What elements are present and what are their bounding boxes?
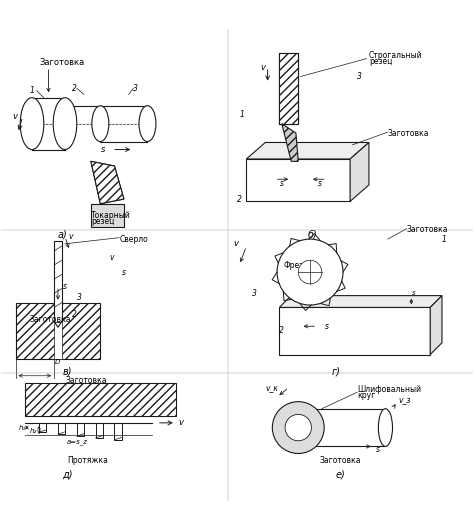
FancyBboxPatch shape: [16, 303, 100, 359]
Text: s: s: [280, 180, 284, 189]
Ellipse shape: [92, 105, 109, 142]
Text: s: s: [100, 145, 105, 154]
Text: Шлифовальный: Шлифовальный: [357, 385, 421, 394]
FancyBboxPatch shape: [279, 307, 430, 355]
Text: е): е): [336, 470, 346, 480]
Text: 3: 3: [357, 72, 362, 81]
Text: s: s: [122, 268, 126, 277]
Ellipse shape: [53, 98, 77, 149]
Text: 2: 2: [72, 84, 77, 93]
Text: Сверло: Сверло: [119, 235, 148, 244]
Text: б): б): [308, 229, 317, 240]
Text: s: s: [325, 322, 328, 331]
Circle shape: [285, 414, 311, 441]
Ellipse shape: [378, 409, 392, 446]
Polygon shape: [91, 204, 124, 227]
Polygon shape: [115, 423, 121, 440]
Text: s: s: [318, 180, 321, 189]
Text: Заготовка: Заготовка: [39, 58, 84, 67]
FancyBboxPatch shape: [25, 383, 176, 416]
Text: Заготовка: Заготовка: [388, 129, 429, 138]
Text: Заготовка: Заготовка: [407, 225, 448, 234]
Polygon shape: [54, 322, 62, 359]
Text: 3: 3: [252, 289, 257, 298]
Polygon shape: [91, 161, 124, 204]
Polygon shape: [96, 423, 103, 438]
Text: v_з: v_з: [398, 395, 410, 404]
Text: v: v: [69, 232, 73, 241]
Text: а): а): [58, 229, 67, 240]
Text: 1: 1: [239, 110, 244, 119]
Text: s: s: [412, 290, 416, 296]
Circle shape: [273, 402, 324, 454]
Polygon shape: [54, 242, 62, 322]
FancyBboxPatch shape: [279, 53, 298, 123]
Polygon shape: [91, 161, 124, 204]
Text: 3: 3: [77, 294, 82, 303]
Text: Заготовка: Заготовка: [65, 376, 107, 385]
Text: Строгальный: Строгальный: [369, 51, 422, 60]
Text: резец: резец: [91, 217, 114, 226]
Text: 1: 1: [29, 86, 35, 95]
Ellipse shape: [289, 409, 303, 446]
Text: резец: резец: [369, 57, 392, 66]
Text: v: v: [110, 253, 114, 262]
Polygon shape: [39, 423, 46, 432]
Text: h₂: h₂: [30, 428, 37, 434]
Text: 2: 2: [72, 310, 77, 319]
Text: д): д): [62, 470, 73, 480]
Text: sо: sо: [280, 425, 287, 430]
Polygon shape: [279, 53, 298, 123]
Circle shape: [298, 260, 322, 284]
Text: s: s: [376, 445, 380, 454]
Polygon shape: [77, 423, 84, 436]
Text: г): г): [331, 366, 340, 376]
Text: v: v: [234, 239, 238, 248]
Polygon shape: [282, 123, 298, 161]
Text: h₁: h₁: [18, 425, 26, 430]
Text: Протяжка: Протяжка: [67, 456, 108, 465]
Polygon shape: [246, 143, 369, 159]
Polygon shape: [350, 143, 369, 201]
Text: 2: 2: [237, 195, 242, 204]
Ellipse shape: [20, 98, 44, 149]
Text: Заготовка: Заготовка: [30, 315, 71, 324]
Text: 2: 2: [279, 326, 284, 335]
Text: круг: круг: [357, 392, 375, 401]
Polygon shape: [430, 296, 442, 355]
Text: Фреза: Фреза: [283, 261, 309, 269]
Text: 3: 3: [133, 84, 138, 93]
Polygon shape: [58, 423, 65, 434]
Polygon shape: [279, 296, 442, 307]
Text: Токарный: Токарный: [91, 211, 131, 220]
Ellipse shape: [139, 105, 156, 142]
Text: v_к: v_к: [266, 383, 279, 392]
Text: s: s: [63, 282, 67, 290]
Text: Заготовка: Заготовка: [320, 456, 361, 465]
Circle shape: [277, 239, 343, 305]
Text: v: v: [260, 63, 265, 72]
Text: a=s_z: a=s_z: [66, 439, 87, 445]
Text: v: v: [12, 112, 17, 121]
FancyBboxPatch shape: [246, 159, 350, 201]
Text: 1: 1: [442, 235, 447, 244]
Text: D: D: [55, 359, 61, 365]
Text: в): в): [63, 366, 72, 376]
Text: v: v: [178, 418, 183, 427]
